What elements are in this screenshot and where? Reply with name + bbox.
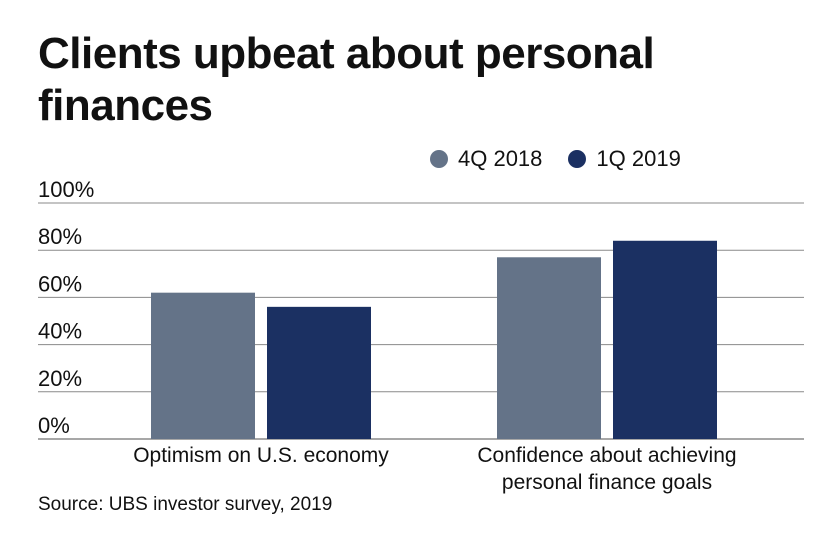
x-tick-label-1-line-1: personal finance goals bbox=[502, 471, 712, 494]
x-tick-label-1-line-0: Confidence about achieving bbox=[477, 444, 736, 467]
legend-label-1q-2019: 1Q 2019 bbox=[596, 146, 681, 171]
y-tick-label-20: 20% bbox=[38, 366, 82, 391]
chart-title: Clients upbeat about personal finances bbox=[38, 29, 655, 130]
y-tick-label-0: 0% bbox=[38, 413, 70, 438]
legend: 4Q 2018 1Q 2019 bbox=[430, 146, 681, 172]
x-tick-label-0-line-0: Optimism on U.S. economy bbox=[133, 444, 389, 467]
bar-economy-1q-2019 bbox=[267, 306, 371, 439]
y-tick-label-40: 40% bbox=[38, 319, 82, 344]
legend-item-1q-2019: 1Q 2019 bbox=[568, 146, 681, 172]
bar-finance-goals-1q-2019 bbox=[613, 240, 717, 439]
legend-swatch-4q-2018 bbox=[430, 150, 448, 168]
legend-label-4q-2018: 4Q 2018 bbox=[458, 146, 543, 171]
source-note: Source: UBS investor survey, 2019 bbox=[38, 494, 333, 515]
bar-finance-goals-4q-2018 bbox=[497, 257, 601, 439]
legend-item-4q-2018: 4Q 2018 bbox=[430, 146, 542, 172]
y-tick-label-60: 60% bbox=[38, 271, 82, 296]
bar-economy-4q-2018 bbox=[151, 292, 255, 439]
y-tick-label-80: 80% bbox=[38, 224, 82, 249]
y-tick-label-100: 100% bbox=[38, 177, 94, 202]
legend-swatch-1q-2019 bbox=[568, 150, 587, 168]
